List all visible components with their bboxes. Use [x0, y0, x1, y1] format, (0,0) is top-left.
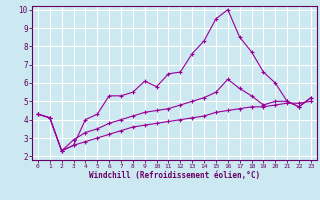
X-axis label: Windchill (Refroidissement éolien,°C): Windchill (Refroidissement éolien,°C) — [89, 171, 260, 180]
